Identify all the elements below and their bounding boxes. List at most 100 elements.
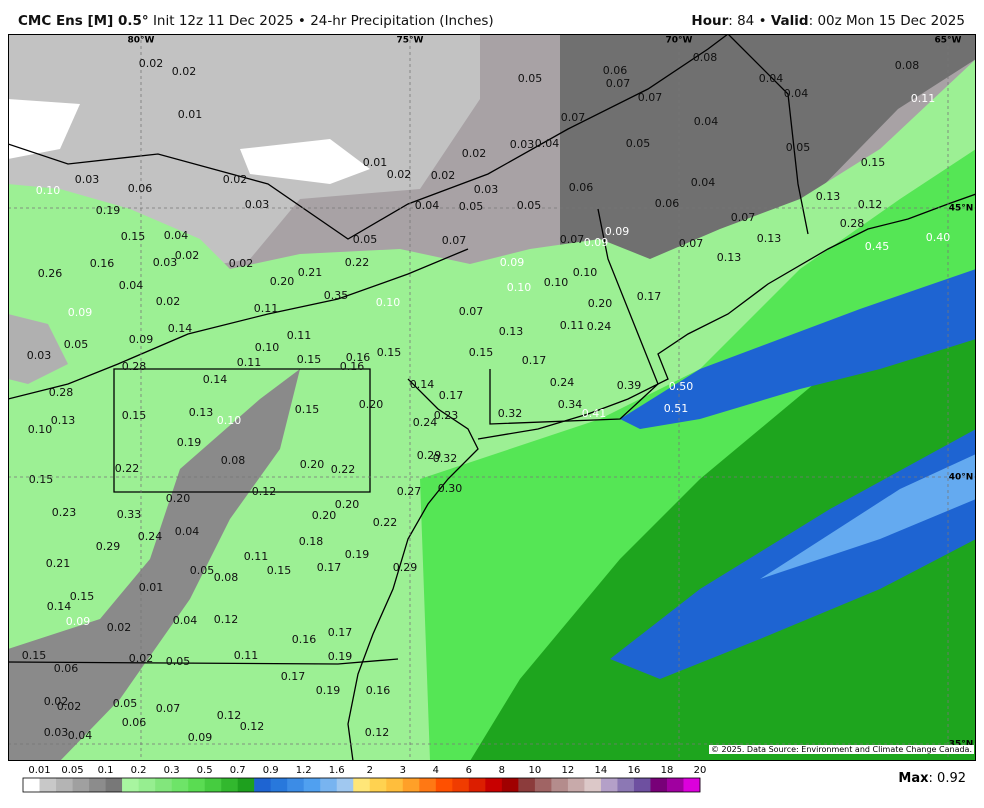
precip-value: 0.28: [122, 360, 147, 373]
legend-swatch: [204, 778, 222, 792]
precip-value: 0.19: [96, 204, 121, 217]
precip-value: 0.02: [387, 168, 412, 181]
precip-value: 0.07: [606, 77, 631, 90]
legend-label: 20: [694, 765, 707, 776]
precip-value: 0.10: [544, 276, 569, 289]
precip-value: 0.05: [517, 199, 542, 212]
legend-swatch: [155, 778, 172, 792]
precip-value: 0.21: [46, 557, 71, 570]
legend-swatch: [485, 778, 503, 792]
legend-swatch: [39, 778, 57, 792]
shade-blue: [620, 269, 976, 429]
precip-value: 0.10: [573, 266, 598, 279]
precip-value: 0.16: [366, 684, 391, 697]
precip-value: 0.15: [122, 409, 147, 422]
legend-label: 1.2: [296, 765, 312, 776]
precip-value: 0.20: [335, 498, 360, 511]
precip-value: 0.04: [175, 525, 200, 538]
separator: •: [297, 13, 306, 29]
precip-value: 0.13: [757, 232, 782, 245]
precip-value: 0.05: [166, 655, 191, 668]
precip-value: 0.29: [96, 540, 121, 553]
precip-value: 0.02: [229, 257, 254, 270]
precip-value: 0.02: [175, 249, 200, 262]
legend-label: 0.7: [230, 765, 246, 776]
precip-value: 0.18: [299, 535, 324, 548]
legend-swatch: [419, 778, 437, 792]
precip-value: 0.05: [64, 338, 89, 351]
shade-dark-green: [470, 299, 976, 761]
precip-value: 0.03: [474, 183, 499, 196]
precip-value: 0.14: [410, 378, 435, 391]
precip-value: 0.35: [324, 289, 349, 302]
credit: © 2025. Data Source: Environment and Cli…: [708, 745, 974, 754]
precip-value: 0.07: [459, 305, 484, 318]
header-right: Hour: 84 • Valid: 00z Mon 15 Dec 2025: [691, 13, 965, 29]
legend-swatch: [452, 778, 470, 792]
precip-value: 0.11: [254, 302, 279, 315]
precip-value: 0.34: [558, 398, 583, 411]
precip-value: 0.17: [637, 290, 662, 303]
legend-swatch: [501, 778, 519, 792]
precip-value: 0.08: [693, 51, 718, 64]
precip-value: 0.39: [617, 379, 642, 392]
legend-swatch: [72, 778, 90, 792]
precip-value: 0.02: [57, 700, 82, 713]
precip-value: 0.11: [911, 92, 936, 105]
precip-value: 0.30: [438, 482, 463, 495]
precip-value: 0.15: [267, 564, 292, 577]
init: Init 12z 11 Dec 2025: [152, 13, 294, 29]
legend-label: 0.01: [28, 765, 50, 776]
precip-value: 0.04: [694, 115, 719, 128]
legend-label: 0.5: [197, 765, 213, 776]
precip-value: 0.04: [164, 229, 189, 242]
border-line: [727, 34, 809, 235]
precip-value: 0.03: [245, 198, 270, 211]
precip-value: 0.03: [75, 173, 100, 186]
shade-gray: [8, 314, 68, 384]
hour-label: Hour: [691, 13, 729, 29]
precip-value: 0.06: [603, 64, 628, 77]
legend-swatch: [683, 778, 701, 792]
legend-label: 12: [562, 765, 575, 776]
precip-value: 0.23: [434, 409, 459, 422]
precip-value: 0.08: [214, 571, 239, 584]
precip-value: 0.03: [510, 138, 535, 151]
legend-label: 0.2: [131, 765, 147, 776]
precip-value: 0.02: [129, 652, 154, 665]
precip-value: 0.10: [28, 423, 53, 436]
precip-value: 0.16: [346, 351, 371, 364]
precip-value: 0.04: [535, 137, 560, 150]
latitude-label: 45°N: [949, 204, 974, 214]
shade-white: [240, 139, 370, 184]
precip-value: 0.24: [587, 320, 612, 333]
precip-value: 0.16: [292, 633, 317, 646]
precip-value: 0.07: [156, 702, 181, 715]
precip-value: 0.17: [439, 389, 464, 402]
precip-value: 0.09: [500, 256, 525, 269]
precip-value: 0.41: [582, 407, 607, 420]
precip-value: 0.11: [244, 550, 269, 563]
precip-value: 0.02: [139, 57, 164, 70]
legend-swatch: [551, 778, 569, 792]
legend-label: 0.1: [98, 765, 114, 776]
legend-label: 0.05: [61, 765, 83, 776]
legend-swatch: [23, 778, 40, 792]
precip-value: 0.10: [376, 296, 401, 309]
header-left: CMC Ens [M] 0.5° Init 12z 11 Dec 2025 • …: [18, 13, 494, 29]
precip-value: 0.19: [177, 436, 202, 449]
legend-swatch: [353, 778, 371, 792]
valid-label: Valid: [770, 13, 809, 29]
legend: 0.01 0.05 0.1 0.2 0.3 0.5 0.7 0.9 1.2 1.6 2 3 4 6 8 10 1…: [22, 765, 707, 793]
shade-white: [8, 99, 80, 159]
precip-value: 0.04: [691, 176, 716, 189]
precip-value: 0.04: [415, 199, 440, 212]
precip-value: 0.15: [469, 346, 494, 359]
precip-value: 0.09: [68, 306, 93, 319]
max-label: Max: [898, 771, 929, 786]
precip-value: 0.17: [522, 354, 547, 367]
legend-label: 10: [529, 765, 542, 776]
legend-swatch: [138, 778, 156, 792]
precip-value: 0.12: [252, 485, 277, 498]
